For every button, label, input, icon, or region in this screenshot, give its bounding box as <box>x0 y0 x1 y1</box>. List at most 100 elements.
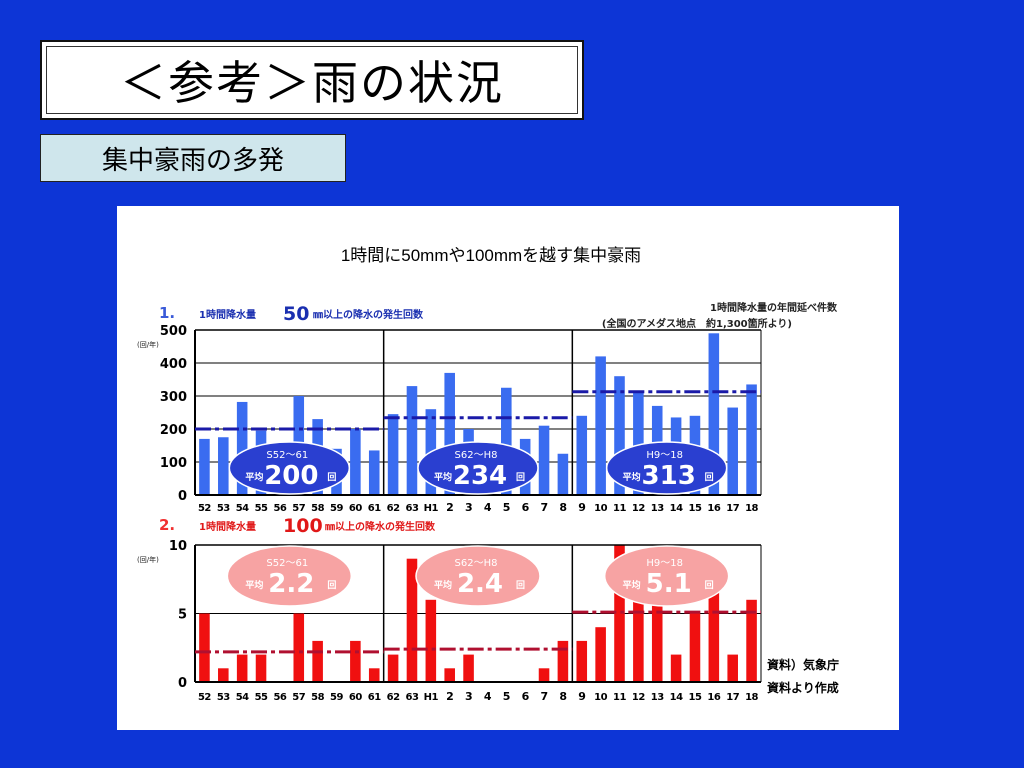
badge-average-value: 2.4 <box>457 569 503 599</box>
source-note-1: 資料）気象庁 <box>767 657 839 672</box>
x-tick-label: 9 <box>578 690 585 703</box>
x-tick-label: 61 <box>368 503 381 514</box>
bar-57 <box>293 613 305 682</box>
chart-svg: 1時間に50mmや100mmを越す集中豪雨 1時間降水量の年間延べ件数 (全国の… <box>137 245 839 703</box>
bar-2 <box>444 372 455 495</box>
x-tick-label: 56 <box>273 503 286 514</box>
x-tick-label: 14 <box>670 692 683 703</box>
x-tick-label: 9 <box>578 501 585 514</box>
y-tick-label: 5 <box>178 608 187 623</box>
badge-period-label: S62～H8 <box>455 450 498 461</box>
x-tick-label: 12 <box>632 692 645 703</box>
bar-2 <box>444 668 455 682</box>
x-tick-label: 59 <box>330 692 343 703</box>
x-tick-label: 55 <box>255 692 268 703</box>
x-tick-label: 55 <box>255 503 268 514</box>
bar-54 <box>236 401 248 495</box>
bar-9 <box>576 415 588 495</box>
bar-12 <box>633 599 644 682</box>
y-tick-label: 200 <box>160 423 187 438</box>
slide-title: ＜参考＞雨の状況 <box>40 40 584 120</box>
bar-62 <box>387 414 399 495</box>
right-note-2: (全国のアメダス地点 約1,300箇所より) <box>602 317 792 330</box>
bar-54 <box>236 654 248 682</box>
badge-average-value: 234 <box>453 461 507 491</box>
charts-layer: 1. 1時間降水量 50 ㎜以上の降水の発生回数(回/年)01002003004005… <box>137 303 762 703</box>
badge-avg-text: 平均 <box>623 579 641 591</box>
x-tick-label: 60 <box>349 503 362 514</box>
bar-55 <box>255 654 267 682</box>
bar-63 <box>406 558 418 682</box>
average-badge <box>605 441 728 495</box>
average-badge <box>228 441 351 495</box>
x-tick-label: 5 <box>503 501 510 514</box>
x-tick-label: 56 <box>273 692 286 703</box>
bar-58 <box>312 640 323 682</box>
badge-average-value: 313 <box>642 461 696 491</box>
bar-8 <box>557 453 569 495</box>
bar-61 <box>368 668 380 682</box>
bar-11 <box>614 545 625 682</box>
x-tick-label: 54 <box>236 692 249 703</box>
badge-period-label: S52～61 <box>266 450 308 461</box>
x-tick-label: H1 <box>424 692 439 703</box>
x-tick-label: 15 <box>689 692 702 703</box>
x-tick-label: 16 <box>707 692 720 703</box>
average-badge <box>226 545 353 607</box>
bar-62 <box>387 654 399 682</box>
chart-panel: 1時間に50mmや100mmを越す集中豪雨 1時間降水量の年間延べ件数 (全国の… <box>117 206 899 730</box>
y-tick-label: 100 <box>160 456 187 471</box>
bar-16 <box>708 333 720 495</box>
average-badge <box>417 441 539 495</box>
badge-period-label: S62～H8 <box>455 558 498 569</box>
y-axis-label: (回/年) <box>137 340 159 349</box>
badge-unit: 回 <box>705 472 714 483</box>
bar-11 <box>614 376 625 495</box>
x-tick-label: 52 <box>198 692 211 703</box>
bar-53 <box>218 668 229 682</box>
bar-60 <box>350 640 361 682</box>
bar-63 <box>406 386 418 495</box>
x-tick-label: 60 <box>349 692 362 703</box>
y-axis-label: (回/年) <box>137 555 159 564</box>
badge-unit: 回 <box>705 580 714 591</box>
badge-avg-text: 平均 <box>434 579 452 591</box>
x-tick-label: 10 <box>594 503 607 514</box>
bar-15 <box>689 613 701 682</box>
bar-52 <box>199 613 210 682</box>
badge-average-value: 2.2 <box>268 569 314 599</box>
x-tick-label: 13 <box>651 503 664 514</box>
bar-7 <box>538 668 550 682</box>
chart-title-prefix: 1時間降水量 <box>199 520 256 533</box>
bar-12 <box>633 392 644 495</box>
badge-period-label: H9～18 <box>646 450 683 461</box>
badge-avg-text: 平均 <box>434 471 452 483</box>
x-tick-label: 3 <box>465 690 472 703</box>
y-tick-label: 300 <box>160 390 187 405</box>
y-tick-label: 400 <box>160 357 187 372</box>
average-badge <box>603 545 730 607</box>
x-tick-label: 18 <box>745 503 758 514</box>
bar-14 <box>670 654 682 682</box>
x-tick-label: 12 <box>632 503 645 514</box>
x-tick-label: 6 <box>522 690 530 703</box>
x-tick-label: 53 <box>217 692 230 703</box>
x-tick-label: 58 <box>311 503 324 514</box>
x-tick-label: 62 <box>387 692 400 703</box>
badge-unit: 回 <box>516 580 525 591</box>
x-tick-label: H1 <box>424 503 439 514</box>
slide-subtitle: 集中豪雨の多発 <box>40 134 346 182</box>
chart-title-suffix: ㎜以上の降水の発生回数 <box>313 308 424 321</box>
bar-17 <box>727 654 738 682</box>
bar-61 <box>368 450 380 495</box>
x-tick-label: 62 <box>387 503 400 514</box>
chart-title-value: 100 <box>283 515 323 537</box>
x-tick-label: 10 <box>594 692 607 703</box>
bar-13 <box>651 599 663 682</box>
bar-H1 <box>425 599 437 682</box>
x-tick-label: 5 <box>503 690 510 703</box>
x-tick-label: 63 <box>406 503 419 514</box>
x-tick-label: 18 <box>745 692 758 703</box>
chart-number: 2. <box>159 516 175 534</box>
x-tick-label: 4 <box>484 690 492 703</box>
